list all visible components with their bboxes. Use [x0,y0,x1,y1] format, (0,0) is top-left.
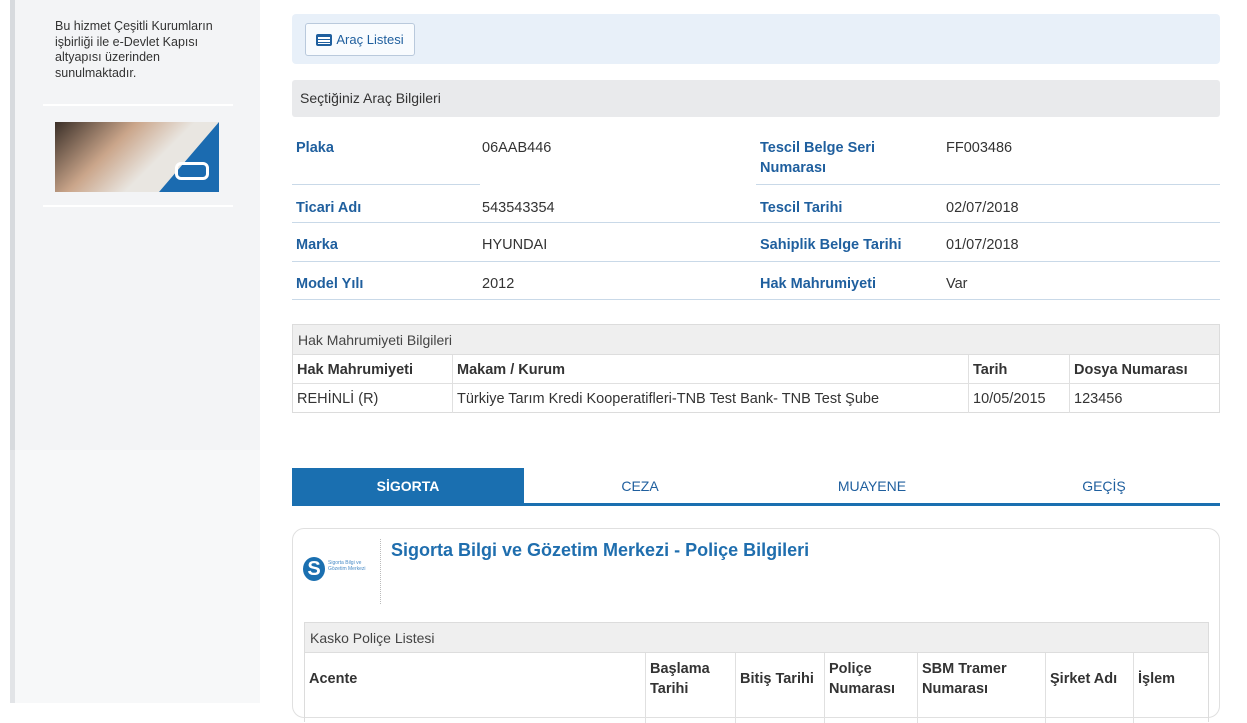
column-header[interactable]: SBM Tramer Numarası [922,661,1007,697]
field-value: HYUNDAI [482,237,548,253]
tab-sigorta[interactable]: SİGORTA [292,468,524,503]
table-title: Hak Mahrumiyeti Bilgileri [293,325,1219,355]
card-title: Sigorta Bilgi ve Gözetim Merkezi - Poliç… [391,540,810,560]
column-header[interactable]: Poliçe Numarası [829,661,896,697]
divider [43,104,233,106]
divider [43,205,233,207]
field-value: 02/07/2018 [946,200,1019,216]
field-label: Ticari Adı [296,200,362,216]
field-label: Tescil Tarihi [760,200,843,216]
vehicle-list-label: Araç Listesi [336,32,404,47]
column-header: Tarih [973,362,1008,378]
toolbar: Araç Listesi [292,14,1220,64]
tab-gecis[interactable]: GEÇİŞ [1082,477,1126,494]
field-value: Var [946,276,968,292]
field-value: 2012 [482,276,515,292]
column-header: Makam / Kurum [457,362,565,378]
vr-headset-icon [175,162,209,180]
sidebar-bottom [10,450,260,703]
column-header[interactable]: İşlem [1138,671,1176,687]
restriction-table: Hak Mahrumiyeti Bilgileri Hak Mahrumiyet… [292,324,1220,413]
field-label: Model Yılı [296,276,364,292]
sbm-logo: S Sigorta Bilgi ve Gözetim Merkezi [303,557,373,587]
list-icon [316,33,333,46]
tab-bar: SİGORTA CEZA MUAYENE GEÇİŞ [292,468,1220,506]
kasko-table: Kasko Poliçe Listesi Acente Başlama Tari… [304,622,1209,723]
column-header[interactable]: Başlama Tarihi [650,661,710,697]
field-label: Marka [296,237,338,253]
cell: Türkiye Tarım Kredi Kooperatifleri-TNB T… [457,391,880,407]
tab-muayene[interactable]: MUAYENE [837,477,907,494]
vehicle-list-button[interactable]: Araç Listesi [305,23,415,56]
field-value: FF003486 [946,140,1013,156]
table-title: Kasko Poliçe Listesi [305,623,1208,653]
column-header[interactable]: Acente [309,671,358,687]
section-header: Seçtiğiniz Araç Bilgileri [292,80,1220,117]
field-label: Tescil Belge Seri Numarası [760,140,875,176]
column-header: Dosya Numarası [1074,362,1188,378]
service-info-text: Bu hizmet Çeşitli Kurumların işbirliği i… [55,19,213,80]
field-label: Hak Mahrumiyeti [760,276,877,292]
cell: REHİNLİ (R) [297,391,379,407]
cell: 10/05/2015 [973,391,1046,407]
tab-ceza[interactable]: CEZA [621,477,659,494]
field-label: Sahiplik Belge Tarihi [760,237,902,253]
field-value: 06AAB446 [482,140,552,156]
field-label: Plaka [296,140,334,156]
insurance-card: S Sigorta Bilgi ve Gözetim Merkezi Sigort… [292,528,1220,723]
column-header[interactable]: Bitiş Tarihi [740,671,814,687]
sidebar: Bu hizmet Çeşitli Kurumların işbirliği i… [10,0,260,450]
field-value: 543543354 [482,200,555,216]
cell: 123456 [1074,391,1123,407]
field-value: 01/07/2018 [946,237,1019,253]
column-header[interactable]: Şirket Adı [1050,671,1118,687]
column-header: Hak Mahrumiyeti [297,362,414,378]
service-banner-image[interactable] [55,122,219,192]
